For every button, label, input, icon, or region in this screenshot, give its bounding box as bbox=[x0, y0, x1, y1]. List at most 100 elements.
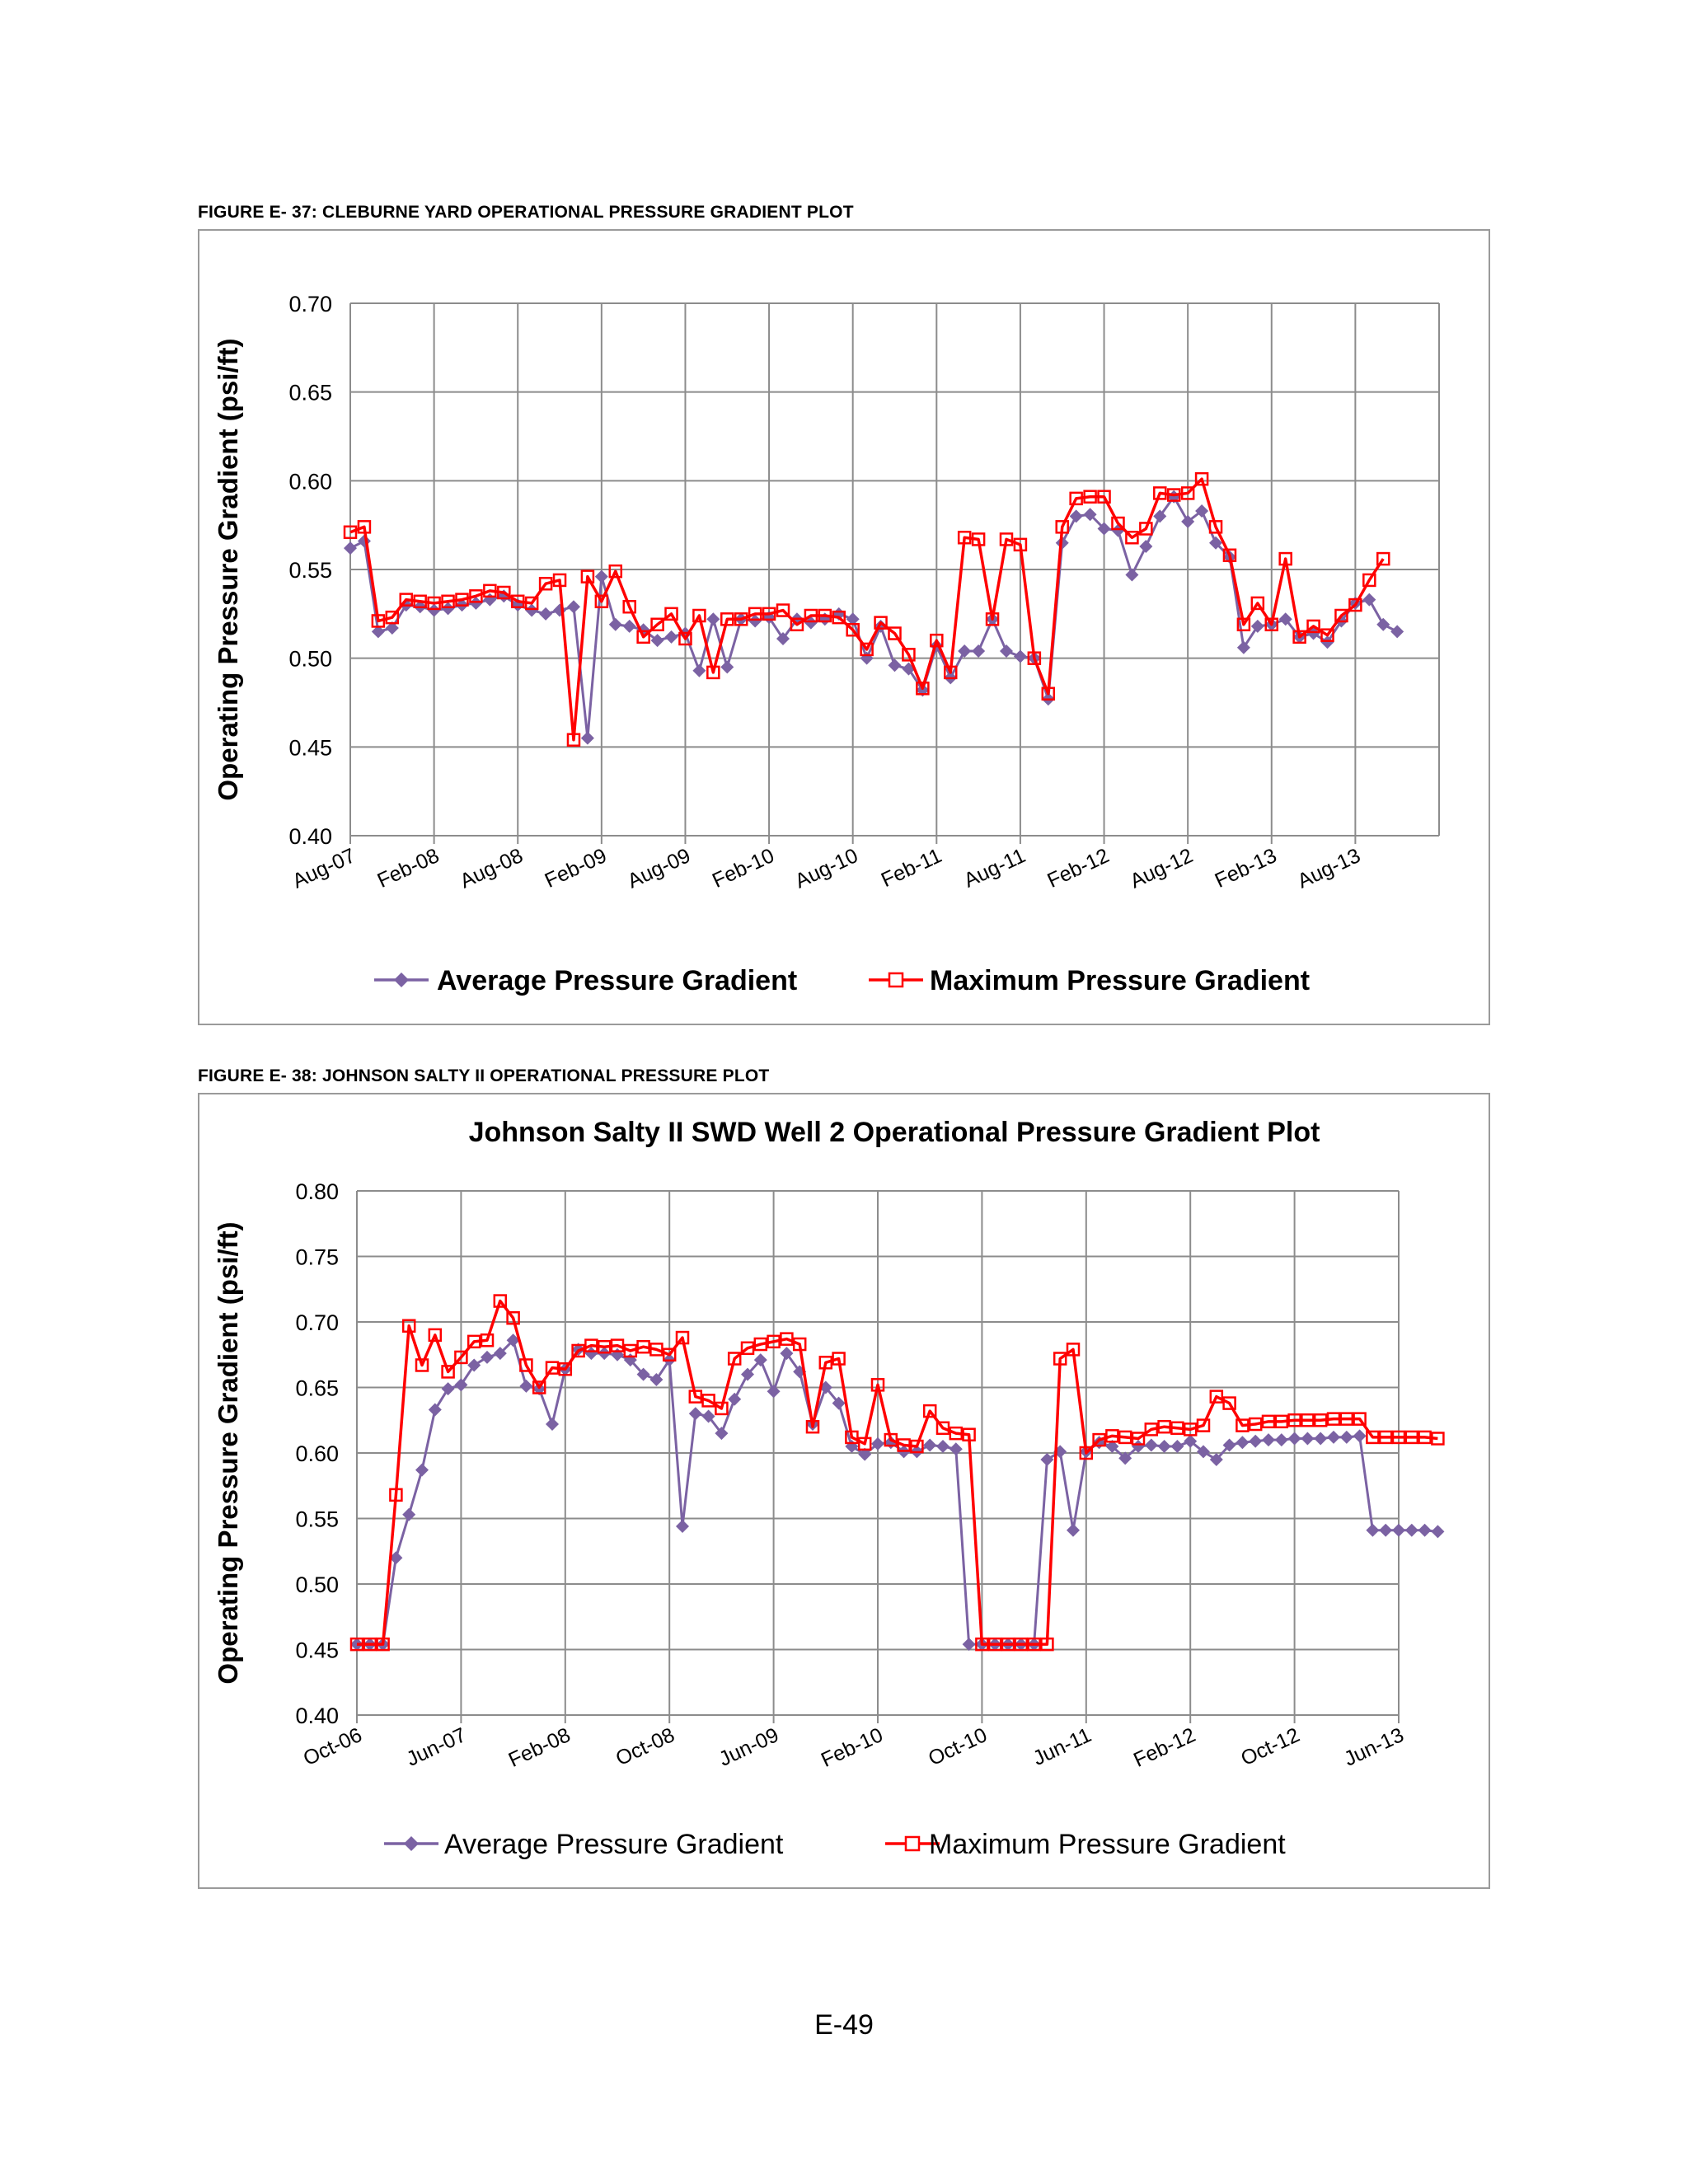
average-point bbox=[594, 569, 608, 583]
maximum-point bbox=[1069, 491, 1083, 506]
maximum-point bbox=[1274, 1414, 1289, 1429]
maximum-point bbox=[483, 583, 497, 598]
maximum-point bbox=[957, 530, 972, 545]
average-point bbox=[344, 541, 357, 555]
average-point bbox=[584, 1347, 598, 1361]
maximum-point bbox=[493, 1294, 508, 1308]
maximum-point bbox=[1391, 1430, 1406, 1445]
maximum-point bbox=[545, 1361, 560, 1375]
x-tick-label: Aug-07 bbox=[289, 844, 359, 893]
average-point bbox=[1392, 1523, 1405, 1537]
average-point bbox=[389, 1551, 403, 1565]
y-tick-label: 0.50 bbox=[295, 1572, 339, 1597]
maximum-point bbox=[1208, 520, 1223, 534]
maximum-point bbox=[571, 1343, 585, 1358]
average-point bbox=[1139, 540, 1153, 554]
average-point bbox=[753, 1353, 767, 1367]
average-point bbox=[1418, 1523, 1432, 1537]
maximum-point bbox=[1278, 551, 1292, 566]
maximum-point bbox=[1378, 1430, 1393, 1445]
maximum-point bbox=[1264, 617, 1279, 632]
maximum-point bbox=[594, 594, 609, 609]
maximum-point bbox=[1196, 1418, 1211, 1432]
maximum-point bbox=[1362, 573, 1376, 588]
x-tick-label: Aug-12 bbox=[1127, 844, 1197, 893]
maximum-legend-marker bbox=[888, 972, 904, 988]
x-tick-label: Feb-08 bbox=[374, 844, 443, 893]
maximum-point bbox=[753, 1337, 768, 1352]
average-point bbox=[936, 1440, 950, 1454]
average-legend-marker bbox=[394, 972, 409, 987]
maximum-point bbox=[649, 1343, 663, 1357]
x-tick-label: Aug-08 bbox=[457, 844, 527, 893]
x-tick-label: Feb-12 bbox=[1130, 1723, 1199, 1772]
average-point bbox=[1144, 1438, 1158, 1452]
maximum-point bbox=[622, 599, 636, 614]
average-point bbox=[650, 634, 664, 648]
maximum-point bbox=[1079, 1446, 1094, 1460]
maximum-point bbox=[740, 1341, 755, 1356]
maximum-point bbox=[790, 617, 804, 632]
maximum-point bbox=[884, 1432, 898, 1447]
average-point bbox=[1132, 1440, 1145, 1454]
maximum-point bbox=[792, 1337, 807, 1352]
y-axis-label: Operating Pressure Gradient (psi/ft) bbox=[213, 1221, 243, 1684]
average-point bbox=[846, 612, 860, 626]
maximum-point bbox=[720, 612, 734, 626]
maximum-point bbox=[943, 665, 958, 680]
maximum-point bbox=[1092, 1432, 1106, 1447]
maximum-point bbox=[552, 573, 567, 588]
maximum-point bbox=[1194, 471, 1209, 486]
average-point bbox=[427, 603, 441, 617]
maximum-point bbox=[558, 1361, 573, 1376]
maximum-point bbox=[389, 1488, 403, 1502]
average-point bbox=[701, 1409, 715, 1423]
maximum-point bbox=[532, 1380, 546, 1394]
maximum-point bbox=[922, 1404, 937, 1418]
maximum-point bbox=[1157, 1419, 1171, 1434]
maximum-point bbox=[441, 594, 455, 609]
maximum-point bbox=[1027, 1637, 1041, 1652]
y-tick-label: 0.70 bbox=[295, 1310, 339, 1335]
average-point bbox=[748, 614, 762, 628]
average-point bbox=[1379, 1523, 1393, 1537]
x-tick-label: Oct-08 bbox=[612, 1723, 678, 1770]
maximum-point bbox=[727, 1352, 742, 1366]
average-point bbox=[539, 607, 553, 621]
average-point bbox=[832, 607, 846, 621]
average-point bbox=[649, 1372, 663, 1386]
maximum-legend-label: Maximum Pressure Gradient bbox=[930, 965, 1310, 996]
maximum-point bbox=[818, 1356, 833, 1370]
maximum-point bbox=[1366, 1430, 1380, 1445]
average-point bbox=[1301, 1432, 1315, 1446]
maximum-point bbox=[1313, 1413, 1328, 1427]
average-point bbox=[1184, 1434, 1198, 1448]
average-point bbox=[1118, 1451, 1132, 1465]
average-point bbox=[1250, 619, 1264, 633]
maximum-point bbox=[706, 665, 720, 680]
y-tick-label: 0.65 bbox=[288, 381, 332, 405]
average-series-line bbox=[357, 1338, 1438, 1646]
average-point bbox=[741, 1367, 754, 1381]
average-point bbox=[469, 596, 483, 610]
maximum-point bbox=[664, 607, 678, 621]
y-tick-label: 0.70 bbox=[288, 292, 332, 316]
x-tick-label: Oct-06 bbox=[300, 1723, 366, 1770]
average-series-line bbox=[349, 495, 1398, 740]
maximum-point bbox=[1111, 516, 1125, 531]
maximum-point bbox=[780, 1332, 794, 1346]
maximum-point bbox=[427, 596, 441, 611]
maximum-point bbox=[428, 1328, 443, 1343]
maximum-point bbox=[1320, 628, 1334, 642]
average-point bbox=[776, 631, 790, 645]
chart-frame-cleburne: 0.40 0.45 0.50 0.55 0.60 0.65 0.70 Aug-07 Feb-08… bbox=[198, 229, 1490, 1025]
maximum-point bbox=[1353, 1412, 1367, 1426]
x-tick-label: Oct-12 bbox=[1237, 1723, 1303, 1770]
average-point bbox=[1366, 1523, 1380, 1537]
average-point bbox=[688, 1407, 702, 1421]
maximum-point bbox=[1404, 1430, 1419, 1445]
cleburne-chart: 0.40 0.45 0.50 0.55 0.60 0.65 0.70 Aug-07 Feb-08… bbox=[213, 292, 1440, 996]
average-point bbox=[519, 1379, 533, 1393]
average-point bbox=[972, 644, 986, 658]
maximum-point bbox=[1001, 1637, 1015, 1652]
